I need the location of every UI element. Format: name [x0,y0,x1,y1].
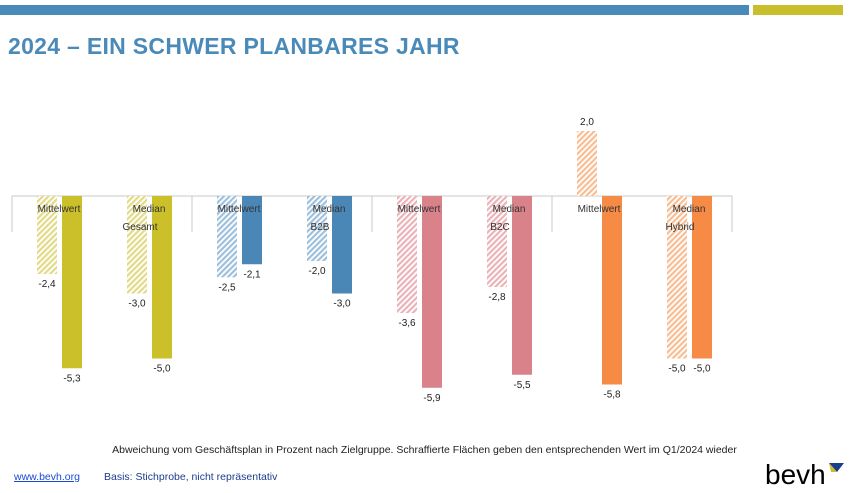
data-label: -2,0 [308,266,326,277]
data-label: -2,4 [38,279,56,290]
bar-q1-hatched [217,196,237,278]
data-label: -5,0 [693,364,711,375]
bar-current [332,196,352,294]
metric-label: Median [133,204,166,215]
data-label: -3,6 [398,318,416,329]
data-label: -5,9 [423,393,441,404]
data-label: -3,0 [333,299,351,310]
group-label: Hybrid [666,222,695,233]
bar-current [152,196,172,359]
data-label: -2,1 [243,269,261,280]
bar-current [512,196,532,375]
bar-current [602,196,622,385]
metric-label: Mittelwert [218,204,261,215]
logo-text: bevh [765,459,826,490]
bar-q1-hatched [667,196,687,359]
group-label: B2B [311,222,330,233]
basis-note: Basis: Stichprobe, nicht repräsentativ [104,471,278,483]
top-bar-blue [0,5,749,15]
group-label: B2C [490,222,509,233]
data-label: -2,5 [218,282,236,293]
data-label: -5,3 [63,373,81,384]
bevh-mark-icon [829,463,844,472]
metric-label: Mittelwert [38,204,81,215]
metric-label: Median [493,204,526,215]
metric-label: Median [673,204,706,215]
bar-q1-hatched [127,196,147,294]
data-label: -5,0 [668,364,686,375]
bar-current [692,196,712,359]
bar-q1-hatched [307,196,327,261]
bevh-logo: bevh [765,459,844,490]
bar-current [422,196,442,388]
bar-q1-hatched [487,196,507,287]
chart-caption: Abweichung vom Geschäftsplan in Prozent … [112,444,737,456]
metric-label: Median [313,204,346,215]
metric-label: Mittelwert [398,204,441,215]
bar-q1-hatched [37,196,57,274]
bar-current [242,196,262,265]
bar-current [62,196,82,369]
data-label: -5,0 [153,364,171,375]
data-label: -3,0 [128,299,146,310]
bar-q1-hatched [397,196,417,313]
website-link[interactable]: www.bevh.org [14,471,80,483]
data-label: -5,8 [603,390,621,401]
page-title: 2024 – EIN SCHWER PLANBARES JAHR [8,33,460,59]
data-label: -5,5 [513,380,531,391]
bar-chart: Gesamt -2,4 -5,3 Mittelwert -3,0 -5,0 Median B2… [11,117,733,404]
data-label: 2,0 [580,117,594,128]
bar-q1-hatched [577,131,597,196]
group-label: Gesamt [122,222,157,233]
data-label: -2,8 [488,292,506,303]
metric-label: Mittelwert [578,204,621,215]
top-bar-olive [753,5,843,15]
